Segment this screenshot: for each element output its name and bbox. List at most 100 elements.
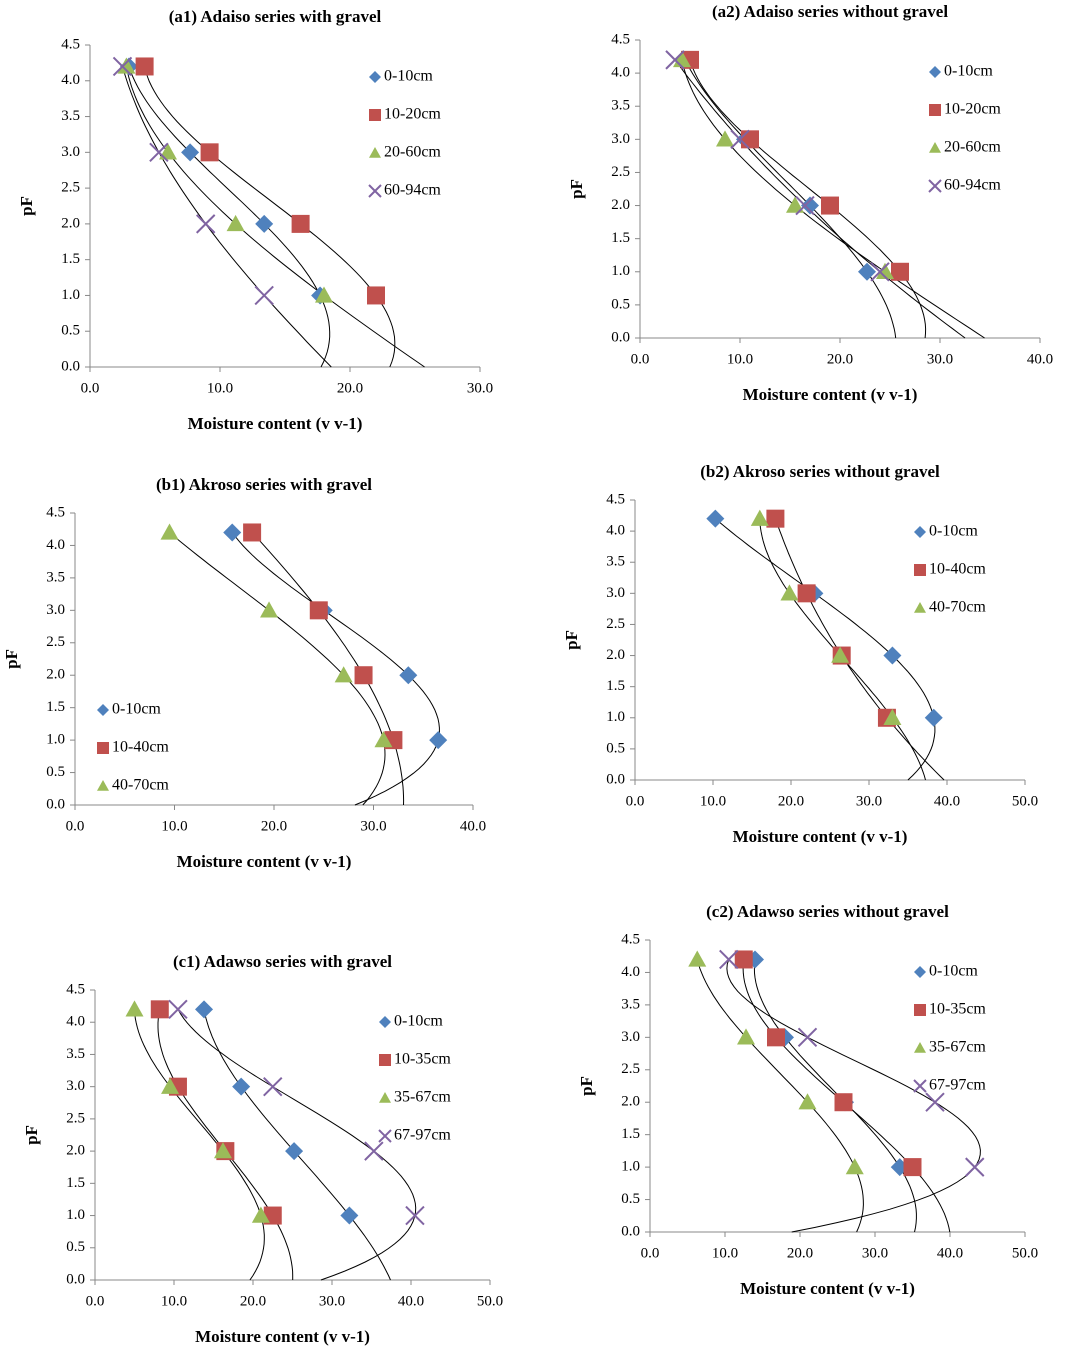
chart-panel: 0.0 0.5 1.0 1.5 2.0 2.5 3.0 3.5 4.0 4.5 0.0 10.0 20.… <box>577 902 1038 1298</box>
y-axis-label: pF <box>2 649 21 669</box>
y-tick-label: 2.0 <box>621 1094 640 1110</box>
y-tick-label: 0.0 <box>606 771 625 787</box>
marker <box>928 179 942 193</box>
legend-label: 67-97cm <box>929 1077 986 1094</box>
marker <box>924 708 943 727</box>
x-axis-label: Moisture content (v v-1) <box>733 827 908 846</box>
marker <box>821 196 839 215</box>
legend-label: 0-10cm <box>384 68 433 85</box>
y-axis-label: pF <box>562 630 581 650</box>
marker <box>876 262 894 279</box>
x-tick-label: 50.0 <box>1012 793 1038 809</box>
x-tick-label: 0.0 <box>626 793 645 809</box>
marker <box>117 57 136 74</box>
marker <box>913 1079 927 1093</box>
marker <box>786 196 804 213</box>
legend-label: 60-94cm <box>944 177 1001 194</box>
legend-label: 0-10cm <box>929 523 978 540</box>
x-tick-label: 0.0 <box>86 1293 105 1309</box>
trendline <box>726 959 981 1233</box>
marker <box>716 130 734 147</box>
legend-label: 0-10cm <box>929 963 978 980</box>
chart-panel: 0.0 0.5 1.0 1.5 2.0 2.5 3.0 3.5 4.0 4.5 0.0 10.0 20.… <box>22 952 503 1346</box>
chart-title: (c2) Adawso series without gravel <box>706 902 949 921</box>
y-tick-label: 1.0 <box>61 287 80 303</box>
marker <box>914 526 926 538</box>
x-tick-label: 30.0 <box>319 1293 345 1309</box>
legend-label: 40-70cm <box>112 777 169 794</box>
marker <box>929 66 941 78</box>
trendline <box>231 532 440 806</box>
marker <box>368 184 382 198</box>
y-axis-label: pF <box>577 1076 596 1096</box>
legend-label: 20-60cm <box>944 139 1001 156</box>
y-tick-label: 3.5 <box>611 98 630 114</box>
y-tick-label: 4.0 <box>46 537 65 553</box>
marker <box>688 950 707 967</box>
legend-label: 10-20cm <box>384 106 441 123</box>
y-axis-label: pF <box>22 1125 41 1145</box>
marker <box>706 509 725 528</box>
trendline <box>774 518 945 781</box>
x-tick-label: 40.0 <box>934 793 960 809</box>
marker <box>254 285 274 306</box>
marker <box>914 1004 926 1016</box>
y-tick-label: 0.0 <box>66 1271 85 1287</box>
marker <box>195 1000 214 1019</box>
x-tick-label: 30.0 <box>862 1245 888 1261</box>
x-axis-label: Moisture content (v v-1) <box>743 385 918 404</box>
marker <box>797 1027 818 1048</box>
trendline <box>203 1009 391 1281</box>
marker <box>730 129 750 150</box>
marker <box>97 742 109 754</box>
trendline <box>696 959 864 1233</box>
y-axis-label: pF <box>567 179 586 199</box>
legend-label: 67-97cm <box>394 1127 451 1144</box>
y-tick-label: 0.0 <box>61 358 80 374</box>
legend: 0-10cm 10-20cm 20-60cm 60-94cm <box>368 68 441 199</box>
marker <box>369 71 381 83</box>
x-tick-label: 40.0 <box>460 818 486 834</box>
legend: 0-10cm 10-20cm 20-60cm 60-94cm <box>928 63 1001 194</box>
x-axis-label: Moisture content (v v-1) <box>740 1279 915 1298</box>
trendline <box>169 532 386 806</box>
marker <box>925 1092 945 1112</box>
legend: 0-10cm 10-40cm 40-70cm <box>914 523 986 616</box>
x-tick-label: 50.0 <box>477 1293 503 1309</box>
y-tick-label: 2.5 <box>66 1110 85 1126</box>
marker <box>914 1042 926 1053</box>
legend-label: 20-60cm <box>384 144 441 161</box>
legend-label: 60-94cm <box>384 182 441 199</box>
marker <box>750 509 769 526</box>
y-tick-label: 1.5 <box>61 251 80 267</box>
legend-label: 0-10cm <box>112 701 161 718</box>
marker <box>795 195 815 216</box>
trendline <box>684 59 897 339</box>
x-tick-label: 40.0 <box>1027 351 1053 367</box>
trendline <box>128 66 331 368</box>
chart-title: (c1) Adawso series with gravel <box>173 952 392 971</box>
y-tick-label: 0.5 <box>606 740 625 756</box>
x-tick-label: 30.0 <box>927 351 953 367</box>
legend: 0-10cm 10-35cm 35-67cm 67-97cm <box>913 963 986 1094</box>
marker <box>263 1076 283 1097</box>
marker <box>243 523 262 542</box>
x-tick-label: 40.0 <box>398 1293 424 1309</box>
marker <box>195 214 216 234</box>
marker <box>767 1028 785 1047</box>
x-tick-label: 20.0 <box>337 380 363 396</box>
trendline <box>144 66 396 368</box>
marker <box>135 57 154 76</box>
y-tick-label: 2.0 <box>61 215 80 231</box>
y-tick-label: 1.5 <box>621 1126 640 1142</box>
marker <box>914 602 926 613</box>
legend-label: 0-10cm <box>944 63 993 80</box>
y-tick-label: 3.0 <box>46 602 65 618</box>
marker <box>741 130 759 149</box>
y-tick-label: 1.5 <box>611 230 630 246</box>
y-tick-label: 3.0 <box>621 1029 640 1045</box>
x-tick-label: 20.0 <box>778 793 804 809</box>
marker <box>340 1206 359 1225</box>
y-tick-label: 0.5 <box>46 764 65 780</box>
marker <box>883 708 902 725</box>
